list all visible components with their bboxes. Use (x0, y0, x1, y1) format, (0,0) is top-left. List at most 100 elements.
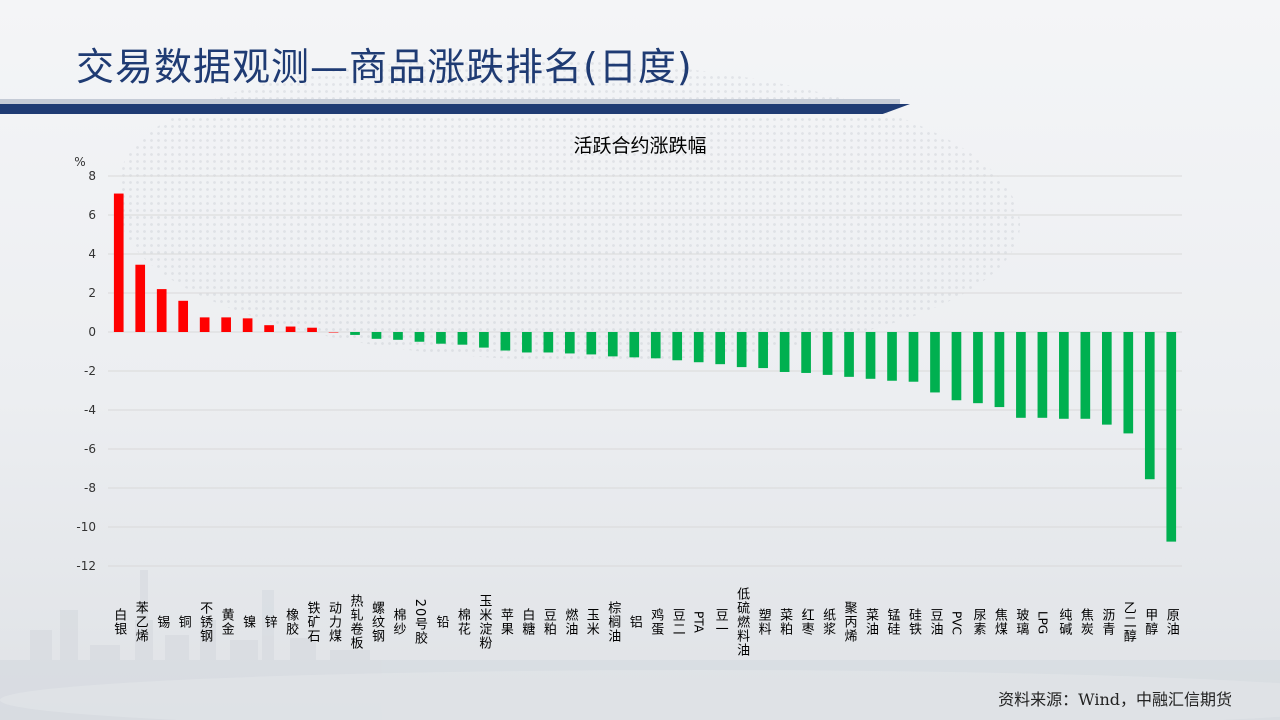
x-tick-label: 铅 (433, 615, 449, 629)
title-underline-light (0, 99, 900, 104)
bar-21 (564, 332, 575, 354)
bar-16 (457, 332, 468, 345)
x-tick-label: 白糖 (519, 607, 535, 636)
bar-6 (242, 318, 253, 332)
y-tick-label: -6 (84, 442, 96, 456)
bar-20 (543, 332, 554, 353)
x-tick-label: 棉花 (455, 608, 471, 636)
bar-25 (650, 332, 661, 359)
bar-12 (371, 332, 382, 339)
x-tick-label: 锰硅 (885, 608, 901, 636)
bar-9 (307, 327, 317, 332)
x-tick-label: 橡胶 (283, 608, 299, 636)
bar-7 (264, 325, 274, 332)
y-tick-label: -12 (76, 559, 96, 573)
x-tick-label: 塑料 (756, 608, 772, 636)
bar-38 (930, 332, 940, 393)
bar-49 (1166, 332, 1177, 542)
x-tick-label: 锌 (262, 615, 278, 629)
bar-4 (199, 317, 210, 332)
bar-10 (328, 332, 339, 333)
bar-17 (479, 332, 489, 348)
x-tick-label: 苹果 (498, 608, 514, 636)
bar-14 (414, 332, 425, 342)
x-tick-label: 热轧卷板 (348, 594, 364, 650)
bar-22 (586, 332, 597, 355)
y-tick-label: 8 (88, 169, 96, 183)
gridlines (108, 175, 1182, 567)
x-tick-label: 棕榈油 (605, 601, 621, 643)
y-tick-label: -4 (84, 403, 96, 417)
x-tick-label: 铝 (627, 615, 643, 629)
bar-27 (693, 332, 704, 363)
bar-28 (715, 332, 726, 365)
x-tick-label: 20号胶 (412, 599, 428, 646)
bar-48 (1144, 332, 1155, 480)
bar-45 (1080, 332, 1091, 419)
x-tick-label: 螺纹钢 (369, 601, 385, 643)
x-tick-label: 白银 (111, 607, 127, 636)
x-tick-label: 铁矿石 (305, 601, 321, 643)
x-tick-label: 硅铁 (906, 608, 922, 636)
page-title: 交易数据观测—商品涨跌排名(日度) (76, 45, 693, 89)
x-tick-label: 玻璃 (1013, 608, 1029, 636)
bar-37 (908, 332, 919, 382)
bar-36 (887, 332, 897, 381)
bar-40 (973, 332, 983, 404)
bar-30 (758, 332, 768, 369)
bar-41 (994, 332, 1005, 408)
title-underline-bar (0, 104, 910, 114)
x-tick-label: 鸡蛋 (648, 607, 664, 636)
bar-1 (135, 264, 146, 332)
x-tick-label: 红枣 (799, 607, 815, 636)
bar-2 (156, 289, 167, 332)
x-tick-label: 黄金 (219, 608, 235, 636)
x-tick-label: 棉纱 (390, 608, 406, 636)
x-tick-label: 聚丙烯 (842, 601, 858, 643)
y-tick-label: -2 (84, 364, 96, 378)
bar-46 (1101, 332, 1112, 425)
bar-44 (1059, 332, 1069, 419)
x-tick-label: 苯乙烯 (133, 601, 149, 643)
bar-24 (629, 332, 640, 358)
x-tick-label: 镍 (240, 615, 256, 629)
x-tick-label: 玉米淀粉 (476, 594, 492, 650)
x-tick-label: 玉米 (584, 608, 600, 636)
bar-0 (113, 193, 124, 332)
bar-chart: 活跃合约涨跌幅 % 8 6 4 2 0 -2 -4 -6 -8 -10 -12 白银 苯乙烯锡铜不锈钢… (74, 135, 1182, 657)
x-tick-label: 乙二醇 (1121, 601, 1137, 643)
y-axis-unit-label: % (74, 155, 85, 169)
x-tick-label: 豆一 (713, 608, 729, 636)
y-tick-label: 6 (88, 208, 96, 222)
y-tick-label: 2 (88, 286, 96, 300)
x-tick-label: 燃油 (562, 607, 578, 636)
bar-43 (1037, 332, 1048, 418)
x-tick-label: 焦煤 (992, 608, 1008, 636)
x-tick-label: 菜油 (863, 608, 879, 636)
y-axis-ticks: 8 6 4 2 0 -2 -4 -6 -8 -10 -12 (76, 169, 96, 573)
x-tick-label: 低硫燃料油 (734, 587, 750, 657)
x-tick-label: PTA (692, 611, 706, 634)
x-tick-label: 焦炭 (1078, 608, 1094, 636)
x-tick-label: 原油 (1164, 608, 1180, 636)
bar-31 (779, 332, 790, 372)
x-tick-label: 不锈钢 (197, 601, 213, 643)
bar-33 (822, 332, 833, 375)
bar-34 (844, 332, 854, 377)
x-tick-label: 纸浆 (820, 608, 836, 636)
y-tick-label: -8 (84, 481, 96, 495)
x-axis-labels: 白银 苯乙烯锡铜不锈钢 黄金镍锌橡胶 铁矿石 动力煤 热轧卷板 螺纹钢 棉纱 20号胶铅棉花 玉米… (111, 587, 1179, 657)
x-tick-label: LPG (1035, 611, 1049, 634)
bar-26 (672, 332, 683, 361)
y-tick-label: -10 (76, 520, 96, 534)
bar-42 (1016, 332, 1026, 418)
x-tick-label: 甲醇 (1142, 608, 1158, 636)
bar-39 (951, 332, 962, 401)
x-tick-label: 豆油 (927, 608, 943, 636)
source-note: 资料来源：Wind，中融汇信期货 (998, 690, 1232, 709)
x-tick-label: 动力煤 (326, 601, 342, 643)
bars (113, 193, 1177, 542)
y-tick-label: 0 (88, 325, 96, 339)
x-tick-label: 豆粕 (541, 608, 557, 636)
x-tick-label: 沥青 (1099, 608, 1115, 636)
